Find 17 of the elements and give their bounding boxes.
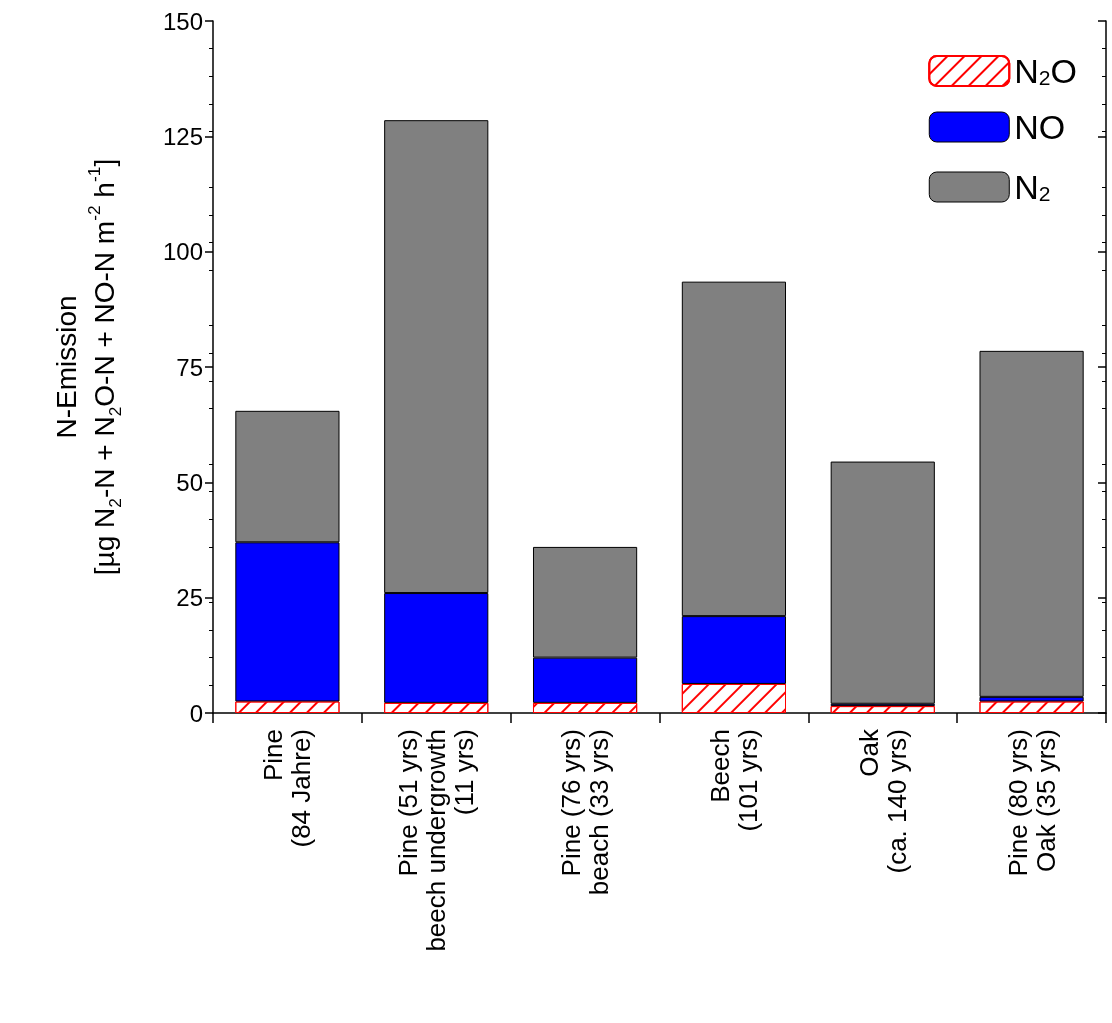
y-tick-label: 0 [189,699,203,727]
x-tick-label: Pine (76 yrs) beach (33 yrs) [556,729,615,896]
x-tick-label: Oak (ca. 140 yrs) [853,728,912,874]
bar [830,461,935,704]
y-tick-label: 150 [162,7,203,35]
legend-label: NO [1014,108,1066,146]
y-tick-label: 50 [176,468,203,496]
y-tick-label: 75 [176,353,203,381]
legend-label: N2O [1014,52,1078,90]
x-tick-label: Pine (84 Jahre) [258,729,317,848]
legend-label: N2 [1014,168,1051,206]
y-tick-label: 25 [176,584,203,612]
x-tick-label: Pine (80 yrs) Oak (35 yrs) [1002,729,1061,877]
y-tick-label: 100 [162,238,203,266]
x-tick-label: Pine (51 yrs) beech undergrowth (11 yrs) [393,729,480,952]
y-tick-label: 125 [162,122,203,150]
x-tick-label: Beech (101 yrs) [704,729,763,832]
